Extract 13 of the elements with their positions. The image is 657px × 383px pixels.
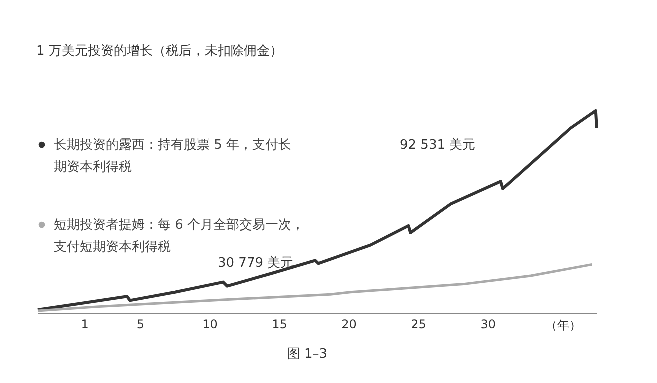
chart-title: 1 万美元投资的增长（税后，未扣除佣金） <box>36 43 283 59</box>
legend-label: 短期投资者提姆：每 6 个月全部交易一次，支付短期资本利得税 <box>54 217 305 255</box>
x-tick-label: 10 <box>202 318 218 332</box>
annotation: 92 531 美元 <box>400 137 476 153</box>
x-axis-title: （年） <box>546 318 582 332</box>
x-tick-label: 1 <box>81 318 89 332</box>
x-tick-label: 30 <box>480 318 496 332</box>
x-tick-label: 5 <box>136 318 145 332</box>
x-tick-label: 20 <box>342 318 357 332</box>
x-tick-label: 25 <box>411 318 426 332</box>
caption: 图 1–3 <box>287 347 328 362</box>
legend-label: 长期投资的露西：持有股票 5 年，支付长期资本利得税 <box>54 138 292 175</box>
x-tick-label: 15 <box>272 318 288 332</box>
